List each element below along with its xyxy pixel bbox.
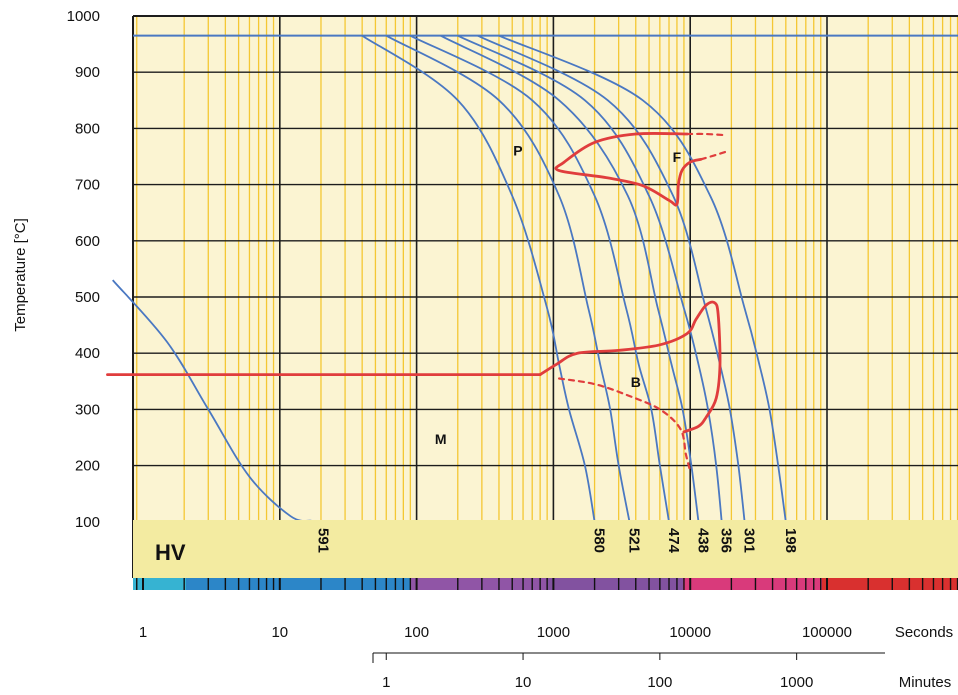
seconds-tick-10: 10 — [271, 624, 288, 641]
hardness-label-356: 356 — [718, 528, 735, 553]
hardness-label-438: 438 — [695, 528, 712, 553]
bainite-start — [538, 300, 722, 434]
hardness-band-title: HV — [155, 540, 186, 565]
y-tick-100: 100 — [75, 514, 100, 531]
minutes-tick-1000: 1000 — [780, 674, 813, 691]
hardness-band — [133, 520, 958, 578]
ferrite-pearlite-end-dashed-1 — [686, 132, 727, 137]
minutes-tick-1: 1 — [382, 674, 390, 691]
time-strip-segment — [186, 578, 410, 590]
y-tick-1000: 1000 — [67, 8, 100, 25]
time-strip-segment — [822, 578, 958, 590]
hardness-label-580: 580 — [591, 528, 608, 553]
hardness-label-474: 474 — [665, 528, 682, 554]
hardness-label-591: 591 — [314, 528, 331, 553]
time-strip-segment — [547, 578, 683, 590]
y-tick-300: 300 — [75, 401, 100, 418]
seconds-unit-label: Seconds — [895, 624, 953, 641]
seconds-tick-100: 100 — [404, 624, 429, 641]
minutes-tick-100: 100 — [647, 674, 672, 691]
phase-label-m: M — [435, 431, 447, 447]
y-tick-400: 400 — [75, 345, 100, 362]
phase-label-p: P — [513, 142, 522, 158]
cooling-curve-198 — [498, 34, 787, 522]
seconds-tick-1000: 1000 — [537, 624, 570, 641]
seconds-tick-100000: 100000 — [802, 624, 852, 641]
cooling-curve-591 — [112, 279, 312, 522]
y-axis-title: Temperature [°C] — [12, 218, 29, 332]
cooling-curve-438 — [440, 34, 700, 522]
seconds-tick-10000: 10000 — [669, 624, 711, 641]
cooling-curve-474 — [409, 34, 670, 522]
hardness-label-521: 521 — [626, 528, 643, 553]
time-strip-segment — [683, 578, 822, 590]
bainite-end-dashed — [558, 377, 692, 473]
cooling-curve-521 — [385, 34, 631, 522]
ferrite-pearlite-start — [554, 131, 703, 207]
y-tick-600: 600 — [75, 233, 100, 250]
phase-label-f: F — [673, 149, 682, 165]
cooling-curve-301 — [477, 34, 746, 522]
y-tick-900: 900 — [75, 64, 100, 81]
ferrite-pearlite-end-dashed-2 — [699, 150, 727, 161]
hardness-label-198: 198 — [782, 528, 799, 553]
cooling-curve-356 — [457, 34, 723, 522]
hardness-label-301: 301 — [741, 528, 758, 553]
cooling-curve-580 — [361, 34, 596, 522]
minutes-unit-label: Minutes — [899, 674, 952, 691]
minutes-tick-10: 10 — [515, 674, 532, 691]
seconds-tick-1: 1 — [139, 624, 147, 641]
time-strip-segment — [133, 578, 186, 590]
y-tick-700: 700 — [75, 177, 100, 194]
phase-label-b: B — [631, 374, 641, 390]
y-tick-200: 200 — [75, 458, 100, 475]
y-tick-500: 500 — [75, 289, 100, 306]
time-strip-segment — [410, 578, 547, 590]
y-tick-800: 800 — [75, 120, 100, 137]
